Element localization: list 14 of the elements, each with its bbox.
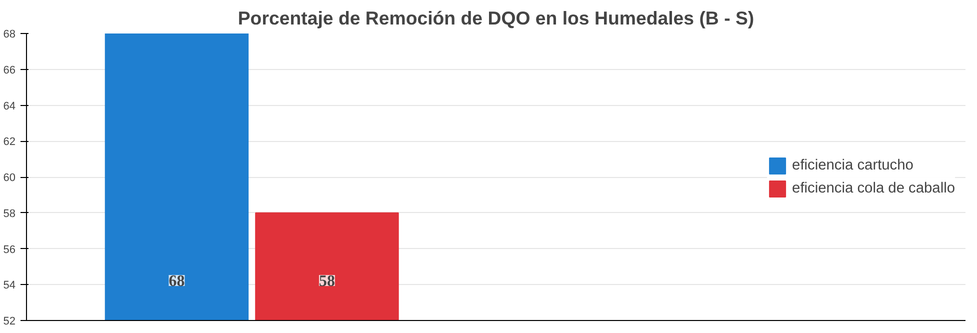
- data-label: 68: [168, 273, 185, 290]
- chart-title: Porcentaje de Remoción de DQO en los Humedales (B - S): [238, 8, 754, 28]
- y-tick-label: 68: [3, 28, 16, 40]
- y-tick-label: 54: [3, 280, 16, 292]
- legend-label: eficiencia cola de caballo: [792, 180, 955, 196]
- y-tick-label: 52: [3, 316, 16, 328]
- y-tick-label: 56: [3, 244, 16, 256]
- y-tick-label: 62: [3, 136, 16, 148]
- y-tick-label: 58: [3, 208, 16, 220]
- y-tick-label: 64: [3, 100, 16, 112]
- y-tick-label: 60: [3, 172, 16, 184]
- legend-label: eficiencia cartucho: [792, 157, 914, 173]
- y-tick-label: 66: [3, 64, 16, 76]
- data-label: 58: [318, 273, 335, 290]
